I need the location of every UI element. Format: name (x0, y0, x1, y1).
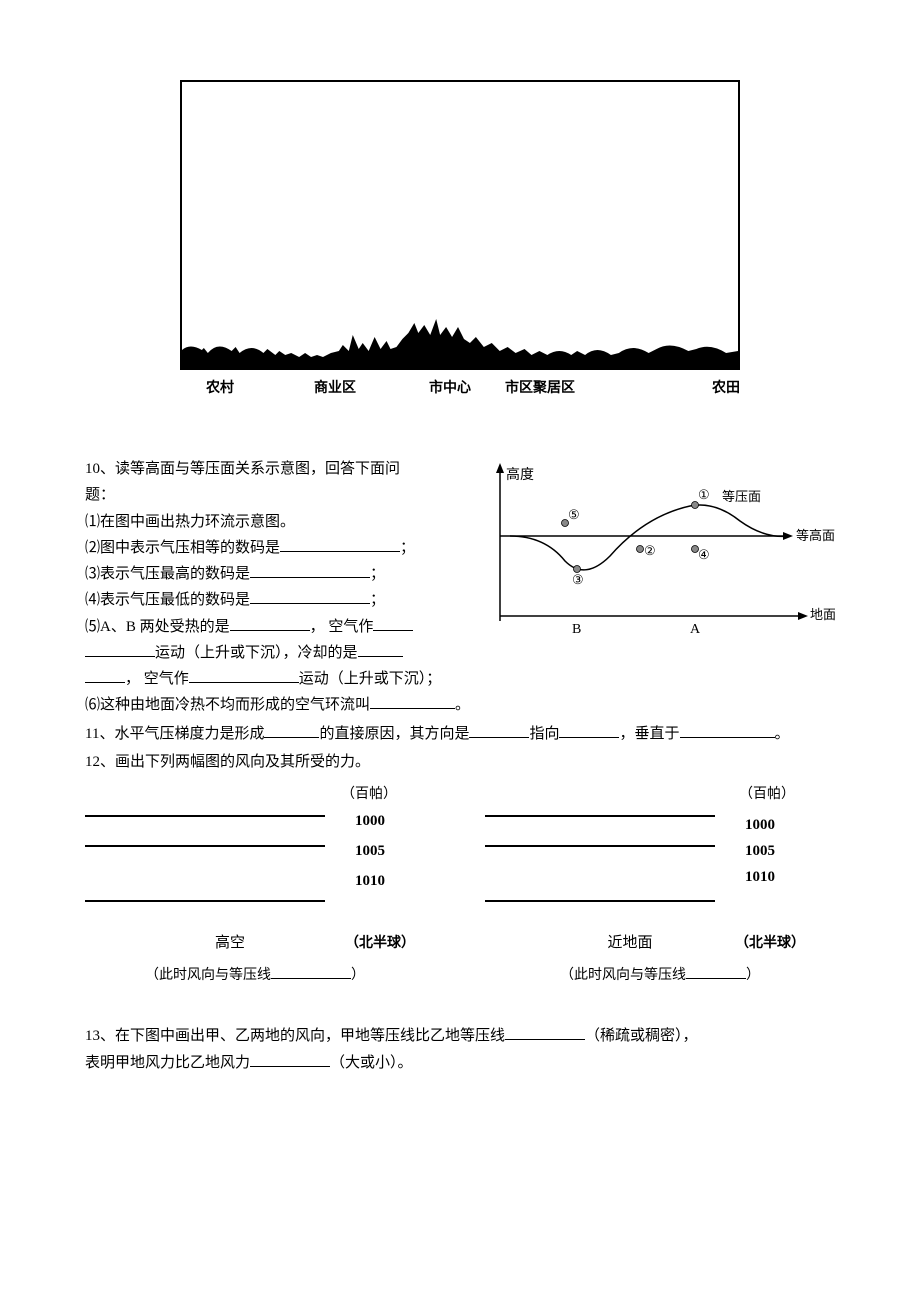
skyline-label: 农田 (590, 376, 740, 401)
q10-p2: ⑵图中表示气压相等的数码是 (85, 540, 280, 556)
blank[interactable] (85, 642, 155, 657)
label-A: A (690, 622, 701, 637)
question-12-figures: （百帕） 1000 1005 1010 高空 （北半球） （此时风向与等压线） … (85, 780, 835, 988)
isobar-line (485, 845, 715, 847)
axis-label-height: 高度 (506, 466, 534, 483)
blank[interactable] (189, 668, 299, 683)
svg-text:②: ② (644, 543, 656, 558)
blank[interactable] (559, 723, 619, 738)
q11-e: 。 (775, 726, 790, 742)
unit-label: （百帕） (341, 782, 397, 807)
q13-d: （大或小）。 (330, 1055, 413, 1071)
semicolon: ； (400, 540, 415, 556)
q12-right-panel: （百帕） 1000 1005 1010 近地面 （北半球） （此时风向与等压线） (465, 780, 805, 988)
isobaric-diagram-svg: 高度 地面 等高面 等压面 ① ⑤ ② (480, 461, 835, 641)
semicolon: ； (370, 566, 385, 582)
q12-right-label: 近地面 (465, 930, 735, 957)
q12-right-hemi: （北半球） (735, 931, 805, 956)
isobar-value: 1005 (355, 838, 385, 865)
skyline-label: 商业区 (260, 376, 410, 401)
isobar-line (85, 845, 325, 847)
diagram-point: ⑤ (562, 507, 580, 527)
question-12-stem: 12、画出下列两幅图的风向及其所受的力。 (85, 749, 835, 775)
q11-a: 11、水平气压梯度力是形成 (85, 726, 264, 742)
q12-right-note: （此时风向与等压线） (515, 963, 805, 988)
q10-figure: 高度 地面 等高面 等压面 ① ⑤ ② (480, 461, 835, 641)
q11-d: ，垂直于 (619, 726, 679, 742)
blank[interactable] (680, 723, 775, 738)
q11-c: 指向 (529, 726, 559, 742)
isobar-value: 1005 (745, 838, 775, 865)
q11-b: 的直接原因，其方向是 (319, 726, 469, 742)
q10-p6: ⑹这种由地面冷热不均而形成的空气环流叫 (85, 697, 370, 713)
svg-text:⑤: ⑤ (568, 507, 580, 522)
question-13: 13、在下图中画出甲、乙两地的风向，甲地等压线比乙地等压线 （稀疏或稠密）， 表明… (85, 1023, 835, 1076)
q13-b: （稀疏或稠密）， (585, 1028, 698, 1044)
q10-p5b: ， 空气作 (310, 619, 374, 635)
isobar-value: 1000 (355, 808, 385, 835)
blank[interactable] (686, 965, 746, 979)
q10-p5a: ⑸A、B 两处受热的是 (85, 619, 230, 635)
q13-c: 表明甲地风力比乙地风力 (85, 1055, 250, 1071)
label-ground: 地面 (810, 607, 835, 622)
question-11: 11、水平气压梯度力是形成 的直接原因，其方向是 指向 ，垂直于 。 (85, 721, 835, 747)
diagram-point: ③ (572, 566, 584, 588)
q10-p1: ⑴在图中画出热力环流示意图。 (85, 514, 295, 530)
q10-stem-a: 10、读等高面与等压面关系示意图，回答下面问 (85, 461, 400, 477)
svg-text:④: ④ (698, 547, 710, 562)
isobar-diagram-left: （百帕） 1000 1005 1010 (85, 780, 425, 930)
diagram-point: ④ (692, 546, 710, 563)
isobar-line (85, 900, 325, 902)
isobar-value: 1010 (355, 868, 385, 895)
skyline-labels: 农村 商业区 市中心 市区聚居区 农田 (180, 376, 740, 401)
blank[interactable] (230, 616, 310, 631)
q12-left-panel: （百帕） 1000 1005 1010 高空 （北半球） （此时风向与等压线） (85, 780, 425, 988)
q10-p5c: 运动（上升或下沉），冷却的是 (155, 645, 358, 661)
q10-stem-b: 题： (85, 487, 115, 503)
blank[interactable] (469, 723, 529, 738)
q12-left-hemi: （北半球） (345, 931, 425, 956)
skyline-box (180, 80, 740, 370)
blank[interactable] (271, 965, 351, 979)
question-10: 10、读等高面与等压面关系示意图，回答下面问 题： ⑴在图中画出热力环流示意图。… (85, 456, 835, 692)
isobar-value: 1000 (745, 812, 775, 839)
label-isoheight: 等高面 (796, 528, 835, 543)
blank[interactable] (373, 616, 413, 631)
q10-p5f: 运动（上升或下沉）； (299, 671, 442, 687)
period: 。 (455, 697, 470, 713)
blank[interactable] (505, 1025, 585, 1040)
blank[interactable] (358, 642, 403, 657)
label-B: B (572, 622, 581, 637)
isobar-line (485, 815, 715, 817)
q10-p3: ⑶表示气压最高的数码是 (85, 566, 250, 582)
q10-p5e: ， 空气作 (125, 671, 189, 687)
unit-label: （百帕） (739, 782, 795, 807)
isobar-line (85, 815, 325, 817)
q12-left-note: （此时风向与等压线） (85, 963, 425, 988)
blank[interactable] (370, 694, 455, 709)
svg-text:①: ① (698, 487, 710, 502)
q13-a: 13、在下图中画出甲、乙两地的风向，甲地等压线比乙地等压线 (85, 1028, 505, 1044)
isobar-value: 1010 (745, 864, 775, 891)
blank[interactable] (280, 537, 400, 552)
label-isobaric: 等压面 (722, 489, 761, 504)
svg-text:③: ③ (572, 572, 584, 587)
skyline-label: 市中心 (410, 376, 490, 401)
diagram-point: ② (637, 543, 656, 558)
isobar-line (485, 900, 715, 902)
skyline-figure: 农村 商业区 市中心 市区聚居区 农田 (180, 80, 740, 401)
skyline-label: 农村 (180, 376, 260, 401)
city-skyline-svg (182, 313, 738, 368)
q12-left-label: 高空 (85, 930, 345, 957)
isobar-diagram-right: （百帕） 1000 1005 1010 (465, 780, 805, 930)
skyline-label: 市区聚居区 (490, 376, 590, 401)
blank[interactable] (264, 723, 319, 738)
q10-text: 10、读等高面与等压面关系示意图，回答下面问 题： ⑴在图中画出热力环流示意图。… (85, 456, 470, 692)
q10-p4: ⑷表示气压最低的数码是 (85, 592, 250, 608)
blank[interactable] (250, 589, 370, 604)
blank[interactable] (85, 668, 125, 683)
blank[interactable] (250, 563, 370, 578)
blank[interactable] (250, 1052, 330, 1067)
semicolon: ； (370, 592, 385, 608)
